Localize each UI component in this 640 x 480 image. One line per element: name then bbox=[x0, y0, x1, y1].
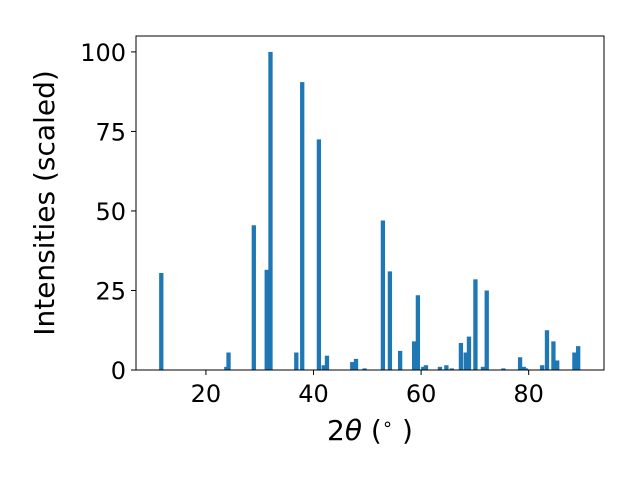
bar bbox=[466, 336, 472, 370]
bar bbox=[300, 82, 305, 370]
bar bbox=[484, 290, 489, 370]
bar bbox=[411, 341, 417, 370]
bar bbox=[473, 279, 478, 370]
bar bbox=[517, 357, 523, 370]
y-tick-label: 50 bbox=[95, 198, 126, 226]
y-axis-ticks: 0 25 50 75 100 bbox=[80, 39, 136, 385]
y-tick-label: 100 bbox=[80, 39, 126, 67]
bar bbox=[449, 368, 454, 370]
bar bbox=[423, 365, 429, 370]
bar bbox=[544, 330, 550, 370]
y-tick-label: 0 bbox=[111, 357, 126, 385]
bar bbox=[268, 51, 273, 371]
bar bbox=[251, 225, 256, 370]
bar bbox=[576, 346, 581, 370]
bar bbox=[350, 362, 355, 370]
x-tick-label: 20 bbox=[191, 380, 222, 408]
bar bbox=[362, 368, 367, 370]
x-tick-label: 40 bbox=[298, 380, 329, 408]
bar bbox=[501, 368, 506, 370]
bar bbox=[480, 366, 486, 370]
y-tick-label: 25 bbox=[95, 277, 126, 305]
bar bbox=[353, 358, 359, 370]
bar bbox=[421, 366, 426, 370]
bar bbox=[551, 341, 556, 370]
x-tick-label: 80 bbox=[513, 380, 544, 408]
bar bbox=[321, 365, 326, 370]
bar bbox=[415, 295, 421, 370]
bar bbox=[572, 352, 577, 370]
bar bbox=[380, 220, 386, 370]
x-tick-label: 60 bbox=[406, 380, 437, 408]
bar-group bbox=[159, 51, 581, 371]
bar bbox=[316, 139, 322, 370]
bar bbox=[226, 352, 231, 370]
bar bbox=[555, 360, 560, 370]
x-axis-label: 2θ (∘ ) bbox=[327, 414, 413, 447]
y-tick-label: 75 bbox=[95, 118, 126, 146]
bar bbox=[444, 365, 449, 370]
x-axis-ticks: 20 40 60 80 bbox=[191, 370, 544, 408]
bar bbox=[324, 355, 330, 370]
bar bbox=[387, 271, 393, 370]
bar bbox=[264, 269, 269, 370]
bar bbox=[224, 366, 229, 370]
bar bbox=[294, 352, 299, 370]
bar bbox=[458, 342, 464, 370]
y-axis-label: Intensities (scaled) bbox=[28, 70, 61, 336]
bar bbox=[463, 352, 468, 370]
bar bbox=[397, 350, 403, 370]
bar bbox=[159, 272, 164, 370]
plot-frame bbox=[135, 35, 605, 371]
bar bbox=[539, 365, 545, 370]
bar bbox=[437, 366, 443, 370]
bar bbox=[523, 368, 529, 370]
